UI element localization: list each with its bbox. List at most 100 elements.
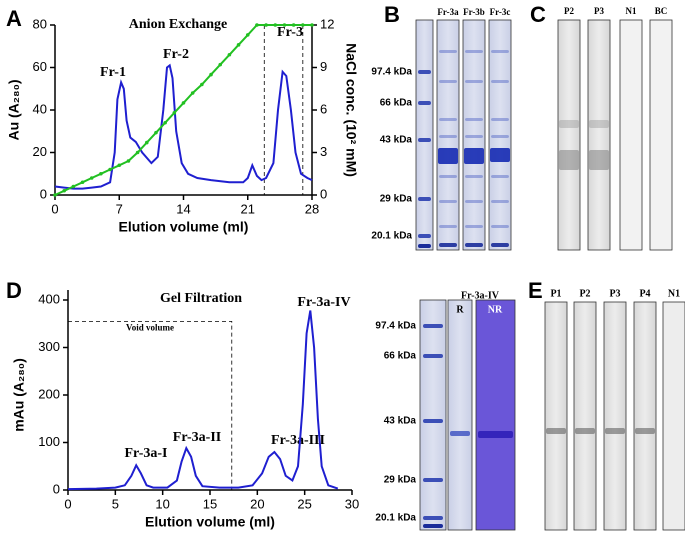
series-marker [154,130,158,135]
gel-band [423,419,443,423]
marker-label: 97.4 kDa [375,321,416,332]
panel-letter: B [384,2,400,27]
gel-band [635,428,655,434]
y-tick-label: 40 [33,101,47,116]
series-marker [163,120,167,125]
series-marker [245,33,250,37]
series-marker [172,111,177,115]
series-marker [108,167,112,172]
chart-title: Anion Exchange [129,17,227,32]
gel-lane [633,301,657,531]
gel-band [439,118,457,121]
series-marker [200,82,204,87]
void-line [68,320,233,490]
x-axis-label: Elution volume (ml) [145,514,275,530]
lane-label: P3 [594,6,604,16]
gel-band [439,243,457,247]
gel-band [465,135,483,138]
gel-band [464,148,484,164]
series-marker [282,23,287,27]
gel-band [465,118,483,121]
panel-letter: A [6,6,22,31]
lane-label: BC [655,6,668,16]
peak-label: Fr-3a-III [271,433,325,448]
series-marker [301,23,305,27]
x-tick-label: 20 [250,496,264,511]
series-marker [227,52,232,57]
gel-band [439,135,457,138]
marker-label: 20.1 kDa [371,231,412,242]
gel-lane [475,299,516,531]
peak-label: Fr-3a-IV [297,295,350,310]
lane-label: Fr-3b [463,7,485,17]
peak-label: Fr-1 [100,65,126,80]
series-marker [310,23,314,27]
void-label: Void volume [126,322,174,332]
x-tick-label: 0 [51,201,58,216]
gel-band [605,428,625,434]
series-marker [126,159,131,163]
x-tick-label: 21 [241,201,255,216]
lane-label: Fr-3c [490,7,511,17]
gel-band [418,138,431,142]
series-line [54,63,313,190]
y2-tick-label: 9 [320,59,327,74]
series-marker [89,176,94,180]
lane-label: P2 [564,6,574,16]
gel-lane [619,19,643,251]
marker-label: 43 kDa [384,416,417,427]
gel-band [418,101,431,105]
x-tick-label: 5 [112,496,119,511]
x-tick-label: 0 [64,496,71,511]
x-axis-label: Elution volume (ml) [119,219,249,235]
y-tick-label: 0 [53,481,60,496]
gel-header: Fr-3a-IV [461,290,500,301]
gel-band [438,148,458,164]
lane-label: N1 [626,6,637,16]
marker-label: 66 kDa [384,351,417,362]
series-marker [273,23,278,27]
gel-lane [544,301,568,531]
y-axis-label: Au (A₂₈₀) [6,79,22,140]
y2-tick-label: 3 [320,144,327,159]
chart-title: Gel Filtration [160,291,242,306]
series-marker [264,23,268,27]
gel-band [478,431,513,438]
y2-tick-label: 12 [320,16,334,31]
series-marker [99,171,103,176]
x-tick-label: 15 [203,496,217,511]
marker-label: 29 kDa [380,194,413,205]
gel-band [491,50,509,53]
x-tick-label: 28 [305,201,319,216]
series-marker [218,62,223,67]
gel-band [491,225,509,228]
marker-label: 43 kDa [380,135,413,146]
peak-label: Fr-3a-II [173,430,221,445]
gel-band [423,524,443,528]
gel-band [423,354,443,358]
marker-label: 97.4 kDa [371,67,412,78]
y-tick-label: 80 [33,16,47,31]
gel-band [490,148,510,162]
panel-letter: E [528,278,543,303]
gel-band [491,135,509,138]
gel-lane [419,299,447,531]
gel-band [439,225,457,228]
gel-band [439,175,457,178]
series-marker [71,184,76,189]
gel-lane [447,299,473,531]
gel-lane [415,19,434,251]
gel-band [491,80,509,83]
y-tick-label: 300 [38,339,60,354]
y-axis-label: mAu (A₂₈₀) [11,358,27,432]
gel-band [465,50,483,53]
gel-band [465,80,483,83]
series-marker [291,23,296,27]
gel-band [423,478,443,482]
y-tick-label: 100 [38,434,60,449]
lane-label: P2 [579,288,590,299]
gel-band [465,243,483,247]
gel-band [465,225,483,228]
marker-label: 20.1 kDa [375,513,416,524]
gel-band [439,200,457,203]
